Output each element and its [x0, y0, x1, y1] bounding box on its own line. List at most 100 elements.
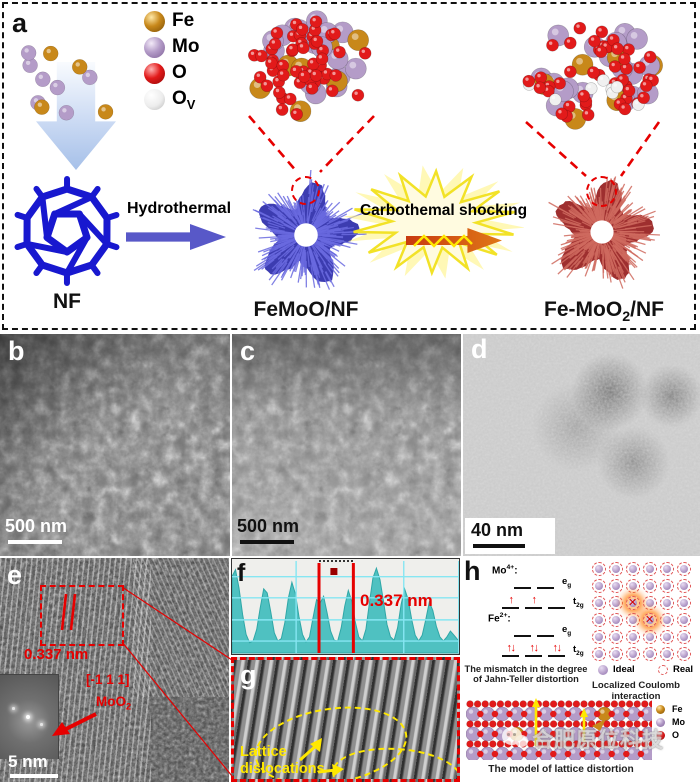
lattice-site [609, 562, 623, 576]
orbital [548, 594, 565, 609]
panel-c-label: c [240, 336, 256, 366]
scalebar-b [8, 540, 62, 544]
lattice-site [643, 579, 657, 593]
lattice-site [677, 596, 691, 610]
femoo2-label: Fe-MoO2/NF [544, 298, 664, 326]
hydrothermal-arrow-icon [126, 224, 226, 250]
grid-legend-ideal: Ideal [598, 664, 635, 675]
fft-spot [12, 707, 15, 710]
roi-circle-blue [291, 176, 320, 205]
legend-item-mo: Mo [144, 36, 199, 58]
panel-a-synthesis-schematic: a Fe Mo O OV NF Hydrothermal [2, 2, 696, 330]
lattice-site [592, 647, 606, 661]
mo-eg-levels: eg [514, 574, 571, 589]
legend-item-mo: Mo [656, 717, 685, 727]
legend-item-fe: Fe [656, 704, 685, 714]
lattice-site [643, 562, 657, 576]
lattice-site [626, 579, 640, 593]
orbital: ↑↓ [548, 642, 565, 657]
real-label: Real [673, 664, 694, 675]
grid-legend-real: Real [658, 664, 693, 675]
panel-b-sem-image: b 500 nm [0, 334, 230, 556]
sem-vignette [232, 334, 461, 556]
eg-label: eg [562, 576, 572, 589]
dislocation-label: Lattice dislocations [240, 744, 325, 777]
t2g-label: t2g [573, 644, 584, 657]
mo-atom-icon [144, 36, 165, 58]
panel-f-label: f [237, 559, 246, 587]
nickel-foam-cage [14, 176, 120, 286]
lattice-site: ✕ [626, 596, 640, 610]
panel-e-label: e [7, 560, 23, 590]
legend-item-fe: Fe [144, 10, 199, 32]
o-vacancy-icon [144, 89, 165, 111]
t2g-label: t2g [573, 596, 584, 609]
lattice-site: ✕ [643, 613, 657, 627]
scalebar-e [10, 774, 58, 778]
lattice-site [592, 596, 606, 610]
coulomb-lattice-grid: ✕ ✕ [592, 562, 691, 661]
orbital [514, 574, 531, 589]
scalebar-box-d [465, 518, 555, 554]
eg-label: eg [562, 624, 572, 637]
watermark-text: 合肥原位科技 [532, 729, 664, 752]
femoo2-nanoflower [548, 176, 660, 289]
lattice-site [660, 647, 674, 661]
lattice-site [592, 630, 606, 644]
legend-item-o: O [144, 62, 199, 84]
legend-label-fe: Fe [172, 10, 195, 31]
panel-c-sem-image: c 500 nm [232, 334, 461, 556]
shock-starburst-icon [344, 165, 524, 279]
fft-spot [26, 715, 30, 719]
panel-h-mechanism-schematic: h Mo4+: eg ↑ ↑ t2g Fe2+: eg ↑↓ ↑↓ ↑↓ t2g… [462, 558, 700, 782]
o-atom-icon [656, 730, 665, 740]
lattice-site [660, 579, 674, 593]
o-atom-icon [144, 62, 165, 84]
ideal-atom-icon [598, 664, 608, 675]
fft-inset [0, 674, 59, 759]
fe2-ion-label: Fe2+: [488, 612, 511, 625]
model-caption: The model of lattice distortion [488, 764, 634, 775]
panel-g-filtered-lattice-image: g Lattice dislocations [231, 657, 460, 782]
zone-axis-label: [-1 1 1] [86, 672, 130, 687]
mo-t2g-levels: ↑ ↑ t2g [502, 594, 584, 609]
lattice-site [592, 613, 606, 627]
fe-atom-icon [656, 704, 665, 714]
orbital [537, 622, 554, 637]
lattice-site [643, 630, 657, 644]
precursor-ions [20, 45, 114, 121]
orbital: ↑ [502, 594, 519, 609]
lattice-site [643, 596, 657, 610]
panel-h-label: h [464, 558, 481, 586]
lattice-site [592, 579, 606, 593]
orbital: ↑ [525, 594, 542, 609]
wechat-icon [502, 727, 528, 751]
legend-item-o: O [656, 730, 685, 740]
scalebar-label-d: 40 nm [471, 520, 524, 540]
sem-vignette [0, 334, 230, 556]
lattice-site [609, 596, 623, 610]
lattice-site [609, 630, 623, 644]
lattice-site [677, 579, 691, 593]
watermark: 合肥原位科技 [502, 724, 664, 754]
lattice-site [609, 579, 623, 593]
lattice-site [677, 647, 691, 661]
panel-d-tem-image: d 40 nm [463, 334, 700, 556]
panel-e-hrtem-image: e 0.337 nm [-1 1 1] MoO2 5 nm [0, 558, 229, 782]
lattice-site [626, 562, 640, 576]
panel-g-label: g [240, 660, 257, 690]
fe-eg-levels: eg [514, 622, 571, 637]
fe-atom-icon [144, 10, 165, 32]
lattice-site [677, 562, 691, 576]
panel-a-label: a [12, 8, 28, 38]
legend-label-ov: OV [172, 88, 196, 112]
spacing-annotation: 0.337 nm [360, 591, 433, 610]
orbital [537, 574, 554, 589]
coulomb-caption: Localized Coulomb interaction [592, 680, 680, 702]
nf-label: NF [53, 290, 81, 313]
atom-legend: Fe Mo O OV [144, 10, 199, 112]
scalebar-d [473, 544, 525, 548]
orbital: ↑↓ [502, 642, 519, 657]
g-arrows [299, 738, 344, 776]
e-annotations [52, 593, 97, 736]
